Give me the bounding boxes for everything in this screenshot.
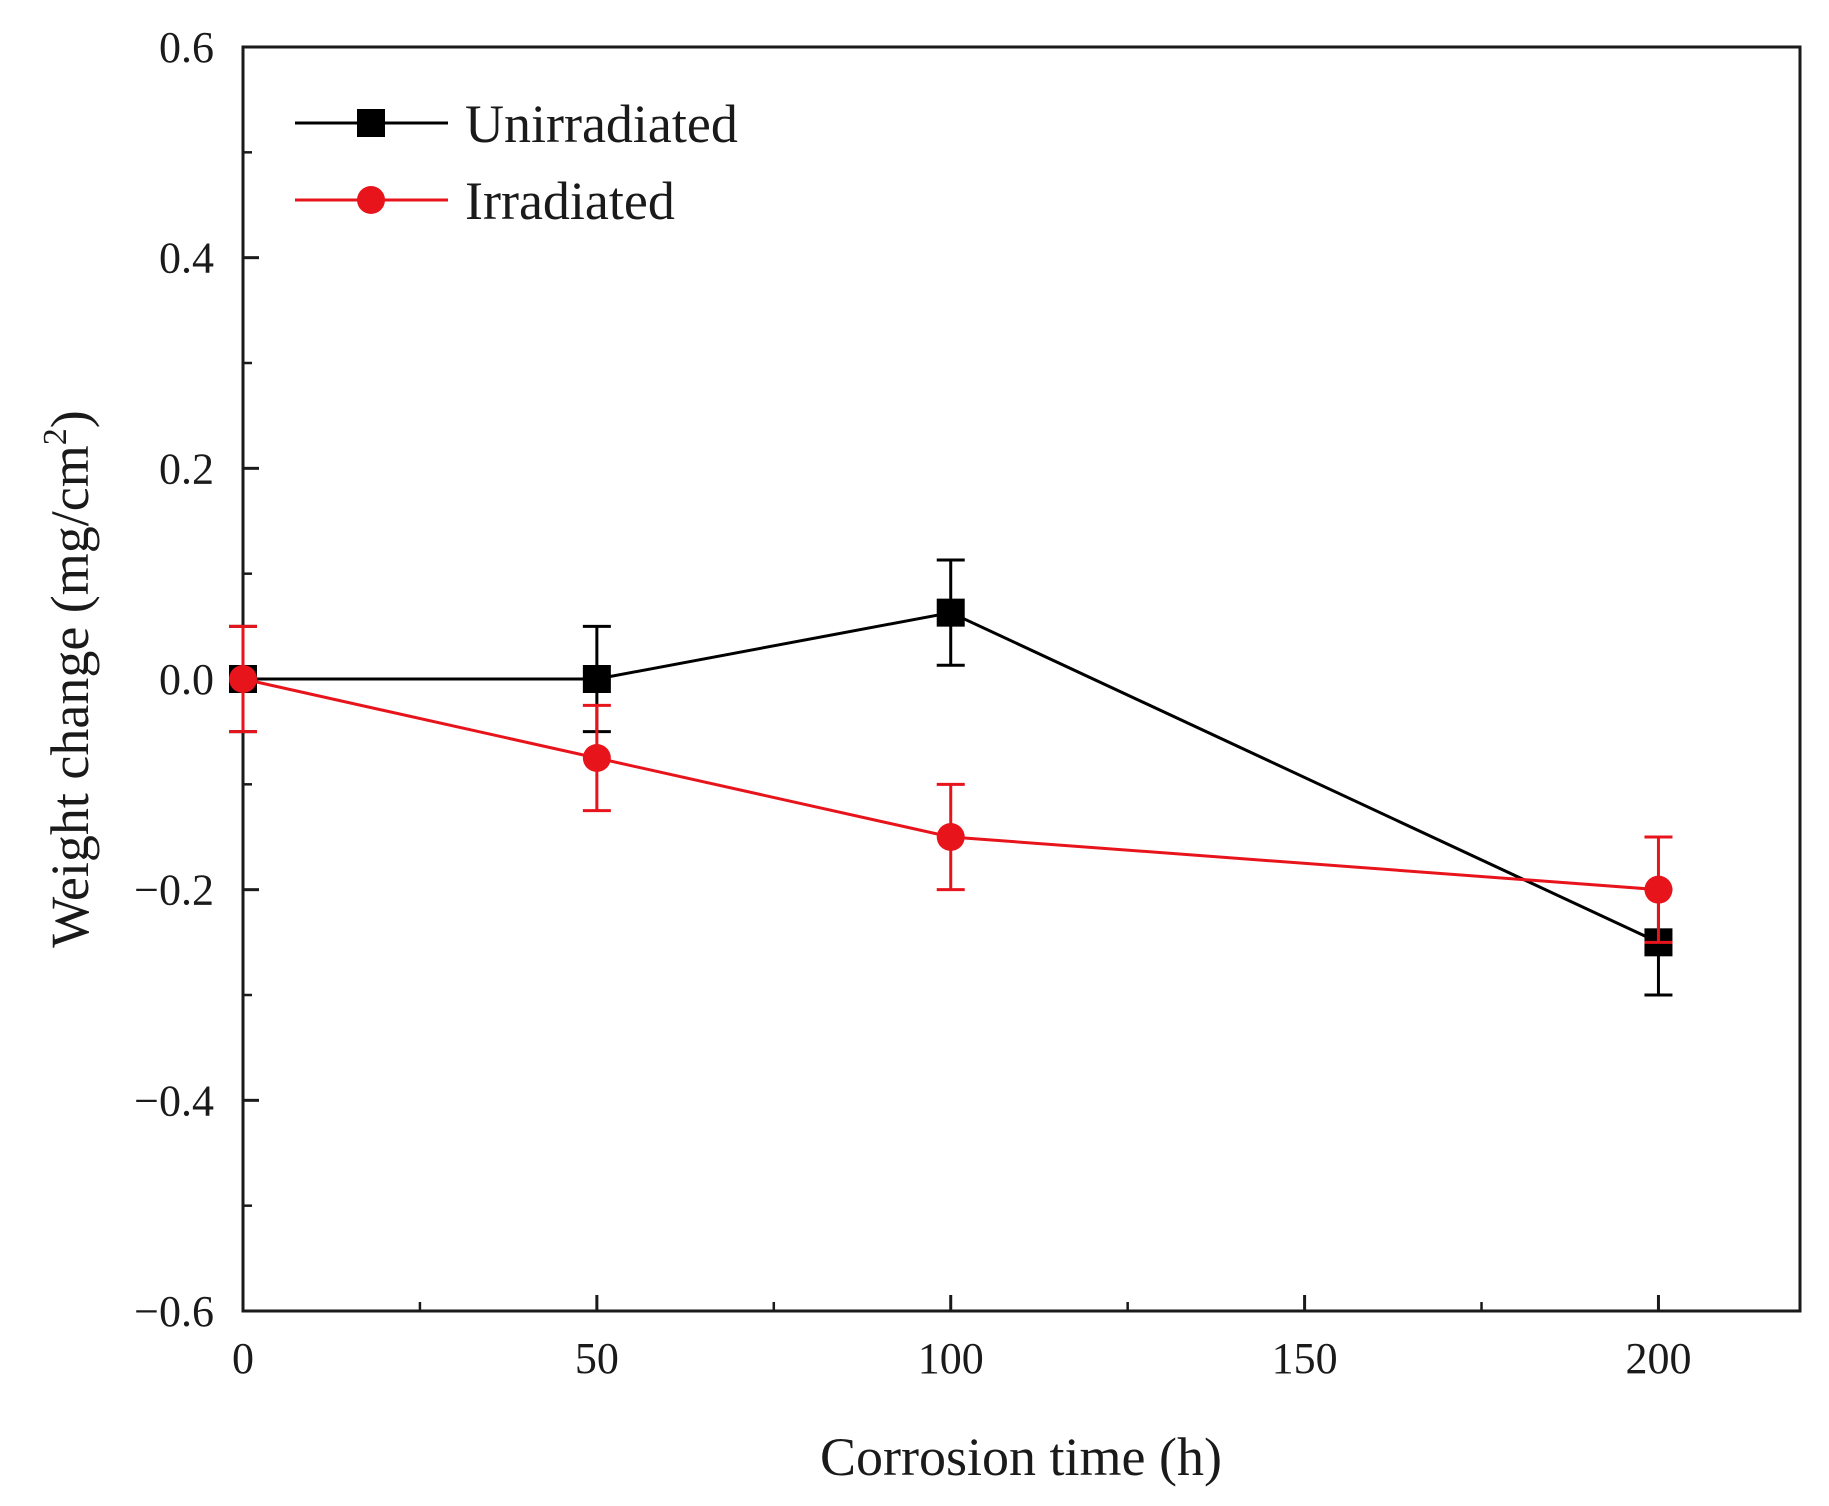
data-point-irradiated bbox=[229, 665, 257, 693]
legend-label-unirradiated: Unirradiated bbox=[465, 94, 738, 154]
data-point-unirradiated bbox=[582, 665, 611, 693]
data-point-unirradiated bbox=[936, 598, 965, 627]
y-axis-title-end: ) bbox=[40, 410, 100, 428]
x-tick-label: 150 bbox=[1272, 1334, 1338, 1383]
series-line-irradiated bbox=[242, 677, 1659, 892]
y-tick-label: 0.2 bbox=[159, 444, 214, 493]
legend: Unirradiated Irradiated bbox=[295, 94, 738, 231]
legend-entry-unirradiated: Unirradiated bbox=[295, 94, 738, 154]
y-tick-label: 0.0 bbox=[159, 655, 214, 704]
y-axis-title-main: Weight change (mg/cm bbox=[40, 445, 100, 947]
legend-marker-square bbox=[357, 109, 385, 137]
data-point-irradiated bbox=[582, 744, 611, 772]
series-irradiated bbox=[229, 624, 1673, 944]
x-tick-label: 100 bbox=[918, 1334, 984, 1383]
y-axis-title: Weight change (mg/cm2) bbox=[37, 410, 100, 947]
y-tick-label: 0.6 bbox=[159, 23, 214, 72]
x-axis-title: Corrosion time (h) bbox=[820, 1427, 1222, 1487]
series-line-unirradiated bbox=[243, 611, 1660, 944]
x-tick-label: 200 bbox=[1625, 1334, 1691, 1383]
axis-ticks: 0 50 100 150 200 −0.6 −0.4 −0.2 0.0 0.2 0.4 0.6 bbox=[134, 23, 1691, 1383]
x-tick-label: 50 bbox=[575, 1334, 619, 1383]
legend-marker-circle bbox=[357, 186, 385, 214]
data-point-irradiated bbox=[936, 823, 965, 851]
y-tick-label: −0.6 bbox=[134, 1287, 214, 1336]
y-tick-label: 0.4 bbox=[159, 234, 214, 283]
y-tick-label: −0.4 bbox=[134, 1076, 214, 1125]
legend-label-irradiated: Irradiated bbox=[465, 171, 675, 231]
legend-entry-irradiated: Irradiated bbox=[295, 171, 675, 231]
data-point-irradiated bbox=[1644, 875, 1673, 904]
data-series bbox=[229, 558, 1673, 997]
x-tick-label: 0 bbox=[232, 1334, 254, 1383]
y-tick-label: −0.2 bbox=[134, 866, 214, 915]
y-axis-title-superscript: 2 bbox=[37, 428, 74, 445]
